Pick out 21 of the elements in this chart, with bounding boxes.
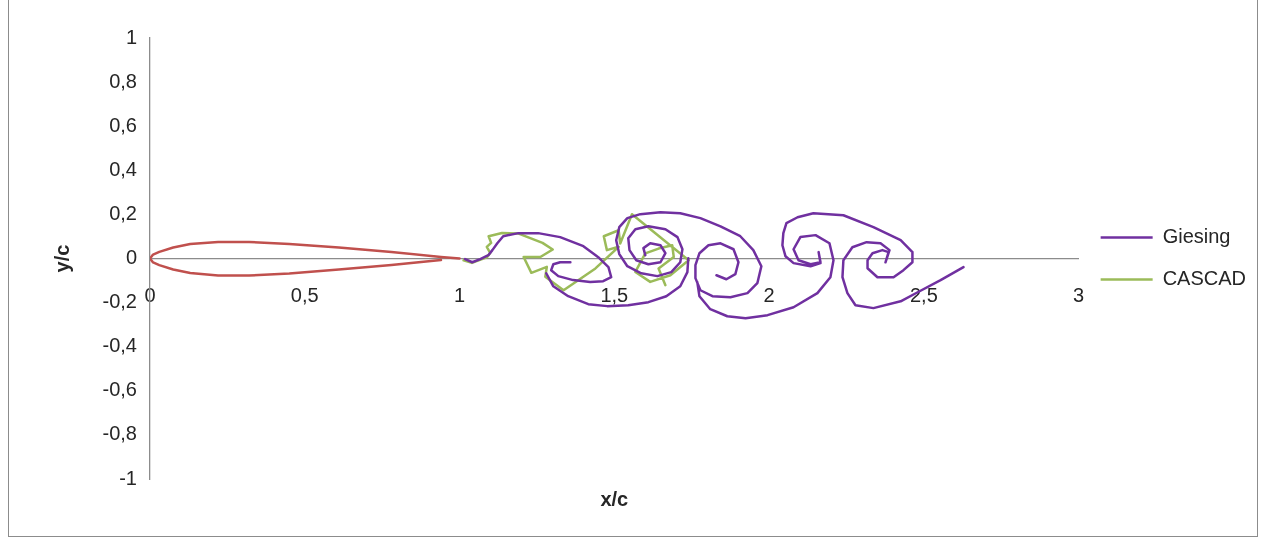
y-tick-label: 0,8 [109, 69, 137, 92]
y-tick-label: -0,6 [102, 378, 137, 401]
y-tick-label: -1 [119, 466, 137, 489]
y-tick-label: -0,4 [102, 334, 137, 357]
y-tick-label: 0,6 [109, 113, 137, 136]
x-axis-title: x/c [600, 487, 629, 510]
y-axis-title: y/c [50, 244, 73, 273]
x-tick-label: 1,5 [600, 284, 629, 307]
y-tick-label: 0,4 [109, 157, 137, 180]
y-tick-label: -0,2 [102, 290, 137, 313]
x-tick-label: 2,5 [909, 284, 938, 307]
x-tick-label: 3 [1073, 284, 1085, 307]
x-tick-label: 2 [763, 284, 775, 307]
x-tick-label: 1 [453, 284, 466, 307]
y-tick-label: -0,8 [102, 422, 137, 445]
y-tick-label: 1 [125, 25, 137, 48]
x-tick-label: 0,5 [290, 284, 319, 307]
legend-label: CASCAD [1162, 267, 1247, 290]
legend-label: Giesing [1162, 225, 1231, 248]
y-tick-label: 0,2 [109, 201, 137, 224]
y-tick-label: 0 [125, 246, 137, 269]
